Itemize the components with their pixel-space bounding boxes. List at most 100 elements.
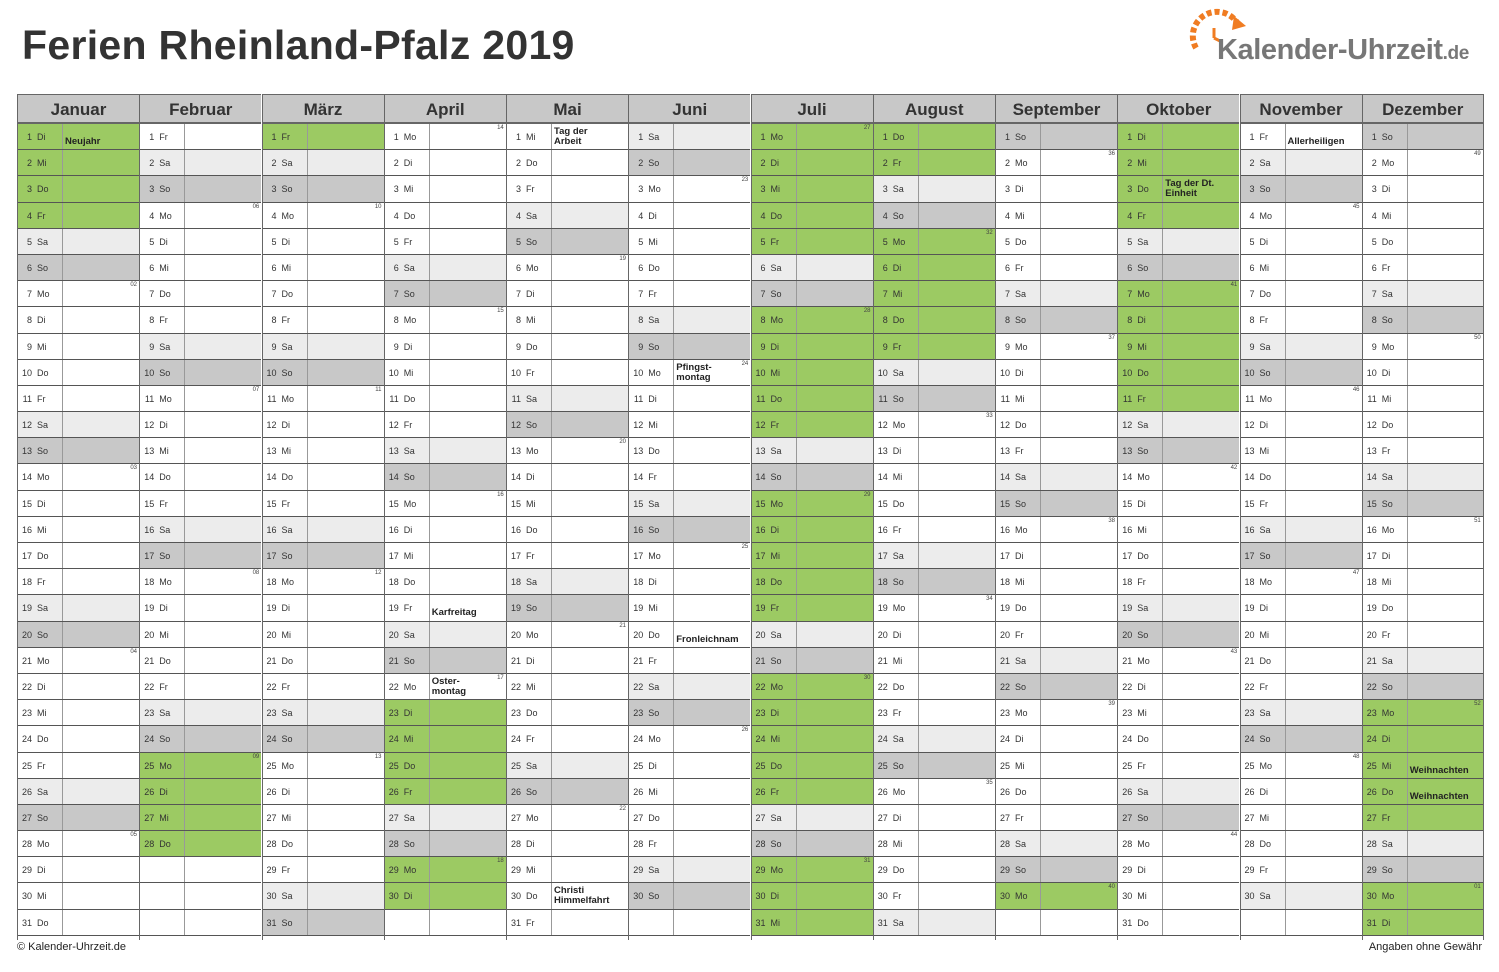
day-number: 4: [1371, 210, 1377, 221]
weekday-label: Fr: [1259, 681, 1269, 692]
day-row: 4 Do: [751, 202, 873, 229]
weekday-label: Sa: [648, 681, 660, 692]
weekday-label: Fr: [526, 184, 535, 195]
day-number: 12: [21, 420, 32, 431]
day-number: 13: [144, 446, 155, 457]
day-number: 27: [1122, 812, 1133, 823]
logo[interactable]: Kalender-Uhrzeit.de: [1186, 8, 1486, 78]
week-number: 50: [1474, 334, 1481, 341]
day-number: 25: [999, 760, 1010, 771]
weekday-label: Mi: [159, 812, 169, 823]
day-number: 23: [510, 708, 521, 719]
weekday-label: Di: [1137, 681, 1146, 692]
day-number: 15: [510, 498, 521, 509]
day-number: 3: [271, 184, 277, 195]
day-row: 24 Mi: [384, 726, 506, 753]
day-row: 21 Do: [140, 647, 262, 674]
day-number: 17: [755, 551, 766, 561]
weekday-label: So: [770, 472, 782, 483]
day-number: 16: [633, 524, 644, 535]
weekday-label: Do: [1015, 603, 1027, 614]
day-number: 15: [999, 498, 1010, 509]
day-number: 23: [1366, 708, 1377, 719]
day-row: 24 Mi: [751, 726, 873, 753]
day-row: 16 Mo 38: [996, 516, 1117, 543]
weekday-label: Di: [1015, 734, 1024, 745]
day-number: 9: [638, 341, 644, 352]
day-row: 19 So: [507, 595, 628, 622]
day-number: 9: [1249, 341, 1255, 352]
weekday-label: Do: [1259, 289, 1272, 300]
day-row: 17 So: [140, 543, 262, 570]
day-row: 18 Sa: [507, 569, 628, 596]
day-number: 1: [393, 132, 399, 142]
day-number: 29: [999, 865, 1010, 876]
day-row: 12 Di: [1240, 412, 1362, 439]
day-row: 12 Sa: [1118, 412, 1240, 439]
weekday-label: Fr: [770, 786, 780, 797]
weekday-label: Fr: [1015, 446, 1024, 457]
weekday-label: Di: [1137, 315, 1146, 326]
day-row: 7 Sa: [1362, 281, 1483, 308]
holiday-label: Pfingst-montag: [676, 361, 712, 383]
day-row: 30 Mo 40: [996, 883, 1117, 910]
weekday-label: Fr: [892, 524, 902, 535]
weekday-label: Di: [770, 158, 780, 169]
day-number: 10: [877, 367, 888, 378]
day-row: 9 Di: [751, 333, 873, 360]
day-number: 11: [756, 393, 766, 404]
day-number: 22: [755, 681, 766, 692]
day-row: 1 Sa: [629, 124, 751, 151]
day-number: 4: [271, 210, 277, 221]
day-row: 19 Di: [140, 595, 262, 622]
week-number: 14: [497, 125, 504, 131]
day-number: 18: [510, 577, 521, 588]
weekday-label: Sa: [1015, 655, 1027, 666]
day-number: 1: [515, 132, 521, 142]
day-row: 14 Fr: [629, 464, 751, 491]
day-number: 3: [1127, 184, 1133, 195]
weekday-label: Do: [1015, 420, 1027, 431]
week-number: 45: [1352, 203, 1360, 210]
day-number: 4: [26, 210, 32, 221]
weekday-label: Mo: [1015, 341, 1028, 352]
month-column: Februar 1 Fr 2 Sa 3 So 4 Mo 06 5 Di 6 Mi 7 Do 8 Fr 9 Sa 10 So…: [139, 94, 262, 940]
weekday-label: Mo: [1381, 341, 1395, 352]
day-row: 18 Fr: [1118, 569, 1240, 596]
week-number: 05: [130, 832, 137, 839]
day-row: 8 Di: [18, 307, 139, 334]
day-number: 12: [877, 420, 888, 431]
weekday-label: Di: [770, 891, 780, 902]
weekday-label: So: [159, 734, 171, 745]
weekday-label: Sa: [281, 524, 293, 535]
day-row: 28 Fr: [629, 831, 751, 858]
weekday-label: Mi: [770, 917, 781, 928]
day-number: 15: [633, 498, 644, 509]
day-row: 6 So: [1118, 254, 1240, 282]
day-number: 3: [1249, 184, 1255, 195]
day-row: 4 Mo 45: [1240, 202, 1362, 229]
weekday-label: Sa: [1381, 839, 1393, 850]
day-row: 10 Di: [1362, 359, 1483, 386]
month-header: März: [262, 94, 384, 124]
weekday-label: Di: [648, 577, 657, 588]
weekday-label: Do: [1137, 734, 1149, 745]
day-number: 24: [21, 734, 32, 745]
day-row: 19 Mi: [629, 595, 751, 622]
weekday-label: Mo: [403, 865, 417, 876]
day-row: 20 Mi: [262, 621, 384, 648]
day-number: 5: [1127, 236, 1133, 247]
weekday-label: So: [1381, 865, 1393, 876]
week-number: 21: [619, 622, 626, 629]
weekday-label: So: [1137, 812, 1149, 823]
weekday-label: So: [403, 289, 415, 300]
day-row: 11 Sa: [507, 385, 628, 413]
day-row: 23 Sa: [262, 700, 384, 727]
weekday-label: Do: [770, 760, 783, 771]
day-number: 2: [882, 158, 888, 169]
day-row: 6 Mi: [1240, 254, 1362, 282]
weekday-label: Mi: [281, 629, 292, 640]
day-row: 6 Fr: [996, 254, 1117, 282]
day-row: 30 Do Christi Himmelfahrt: [507, 883, 628, 910]
day-row: 3 Sa: [873, 176, 995, 203]
